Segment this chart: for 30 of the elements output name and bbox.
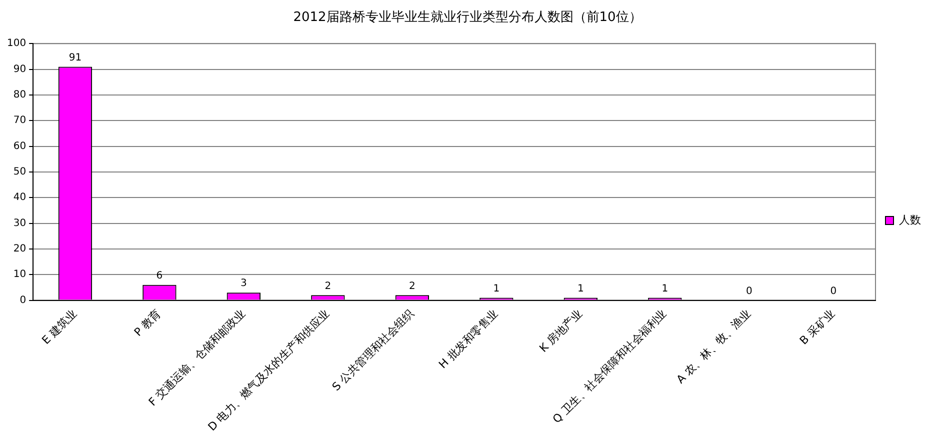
x-tick-label: S 公共管理和社会组织 (330, 306, 416, 394)
data-label: 1 (662, 283, 668, 294)
x-tick-label: A 农、林、牧、渔业 (674, 306, 754, 386)
y-tick-label: 20 (13, 244, 26, 255)
data-label: 3 (240, 278, 247, 290)
data-label: 0 (830, 286, 837, 297)
x-tick-label: P 教育 (132, 306, 164, 339)
data-label: 1 (577, 283, 584, 294)
data-label: 2 (408, 280, 416, 292)
y-tick-label: 0 (20, 294, 26, 306)
x-tick-label: K 房地产业 (536, 306, 585, 355)
y-tick-label: 50 (13, 166, 26, 178)
data-label: 2 (324, 280, 332, 292)
data-label: 0 (746, 286, 752, 297)
y-tick-label: 60 (13, 140, 26, 152)
y-tick-label: 90 (13, 64, 26, 75)
data-label: 1 (493, 283, 500, 294)
y-tick-label: 30 (13, 218, 26, 229)
x-tick-label: B 采矿业 (797, 306, 838, 348)
x-tick-label: E 建筑业 (39, 306, 80, 347)
y-tick-label: 70 (13, 115, 26, 126)
y-tick-label: 10 (13, 269, 26, 280)
y-tick-label: 40 (13, 192, 26, 204)
chart-title: 2012届路桥专业毕业生就业行业类型分布人数图（前10位） (293, 10, 642, 26)
legend-label: 人数 (899, 213, 921, 226)
data-label: 91 (68, 52, 82, 64)
y-tick-label: 80 (13, 90, 26, 101)
data-label: 6 (156, 270, 163, 282)
y-tick-label: 100 (6, 38, 26, 50)
x-tick-label: H 批发和零售业 (436, 306, 501, 372)
